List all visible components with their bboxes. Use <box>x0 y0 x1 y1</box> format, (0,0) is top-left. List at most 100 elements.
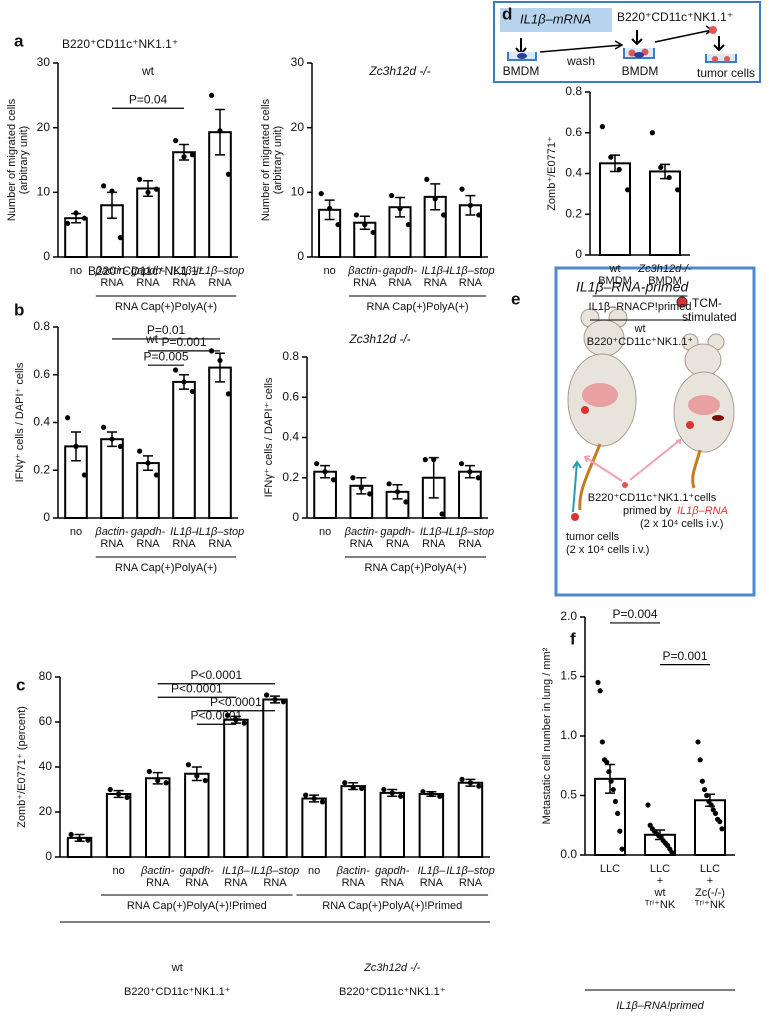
cell <box>709 26 717 34</box>
data-point <box>350 784 356 790</box>
panel-label: c <box>16 675 25 694</box>
data-point <box>73 210 79 216</box>
y-tick-label: 0.2 <box>565 206 582 220</box>
data-point <box>697 757 703 763</box>
x-tick-label: gapdh- <box>375 865 410 877</box>
data-point <box>606 769 612 775</box>
x-tick-label: gapdh- <box>131 526 166 538</box>
data-point <box>422 457 428 463</box>
x-tick-label: gapdh- <box>180 865 215 877</box>
data-point <box>116 791 122 797</box>
x-tick-label: RNA <box>263 877 287 889</box>
cell <box>628 49 636 57</box>
y-axis-label: IFNγ⁺ cells / DAPI⁺ cells <box>263 377 275 497</box>
data-point <box>109 436 115 442</box>
x-tick-label: RNA <box>208 538 232 550</box>
panel-label: f <box>570 629 576 648</box>
y-tick-label: 0.4 <box>33 415 50 429</box>
cell <box>517 53 527 59</box>
tcm-label: stimulated <box>682 310 737 324</box>
x-tick-label: RNA <box>424 277 448 289</box>
data-point <box>353 212 359 218</box>
mouse <box>567 308 637 447</box>
data-point <box>202 777 208 784</box>
data-point <box>173 367 179 373</box>
chart-subtitle: wt <box>141 64 155 78</box>
data-point <box>327 205 333 212</box>
y-tick-label: 0.0 <box>560 847 577 861</box>
data-point <box>137 448 143 454</box>
lung <box>582 383 618 407</box>
x-tick-label: RNA <box>459 277 483 289</box>
x-tick-label: RNA <box>208 277 232 289</box>
data-point <box>189 388 195 395</box>
x-tick-label: RNA <box>224 877 248 889</box>
data-point <box>101 424 107 430</box>
data-point <box>645 802 651 808</box>
data-point <box>458 461 465 467</box>
data-point <box>362 222 368 228</box>
data-point <box>153 472 159 478</box>
x-tick-label: RNA <box>388 277 412 289</box>
x-tick-label: RNA <box>420 877 444 889</box>
x-tick-label: RNA <box>458 538 482 550</box>
cells-label: B220⁺CD11c⁺NK1.1⁺cells <box>588 492 717 504</box>
x-tick-label: RNA <box>146 877 170 889</box>
y-tick-label: 2.0 <box>560 609 577 623</box>
chart-subtitle: Zc3h12d -/- <box>368 64 430 78</box>
bar <box>145 777 171 858</box>
y-tick-label: 20 <box>39 804 53 818</box>
bracket-label: P<0.0001 <box>191 708 243 722</box>
data-point <box>145 460 151 466</box>
x-tick-label: no <box>70 265 82 277</box>
data-point <box>389 192 395 199</box>
x-tick-label: RNA <box>100 277 124 289</box>
data-point <box>467 780 474 786</box>
data-point <box>163 780 169 786</box>
x-tick-label: wt <box>654 887 666 899</box>
legend-dot <box>676 296 688 308</box>
y-tick-label: 0 <box>43 249 50 263</box>
bar <box>379 791 405 858</box>
footer-label: wt <box>171 962 183 974</box>
data-point <box>85 837 91 843</box>
x-tick-label: gapdh- <box>380 526 415 538</box>
diagram-e: e IL1β–RNA-primed TCM- stimulated B220⁺C… <box>511 266 756 597</box>
x-tick-label: BMDM <box>598 275 632 287</box>
x-tick-label: βactin- <box>94 526 129 538</box>
bar <box>340 785 366 858</box>
data-point <box>124 794 130 800</box>
data-point <box>704 792 710 799</box>
data-point <box>405 222 411 228</box>
x-tick-label: RNA <box>136 277 160 289</box>
bracket-label: P<0.0001 <box>210 695 262 709</box>
data-point <box>420 789 426 795</box>
data-point <box>194 773 200 779</box>
diagram-title: IL1β–RNA-primed <box>576 279 689 295</box>
data-point <box>68 831 74 838</box>
group-label: RNA Cap(+)PolyA(+)!Primed <box>127 900 267 912</box>
tail <box>691 449 702 489</box>
cell <box>571 513 579 521</box>
data-point <box>117 235 123 241</box>
cell <box>712 56 718 62</box>
x-tick-label: no <box>308 865 320 877</box>
x-tick-label: RNA <box>136 538 160 550</box>
bracket-label: P=0.005 <box>143 349 188 363</box>
data-point <box>699 778 705 784</box>
data-point <box>476 212 482 218</box>
data-point <box>358 785 365 791</box>
data-point <box>394 489 401 495</box>
x-tick-label: βactin- <box>344 526 379 538</box>
data-point <box>459 186 465 192</box>
data-point <box>599 124 606 130</box>
data-point <box>117 443 123 449</box>
bar <box>172 151 196 259</box>
x-tick-label: wt <box>609 263 621 275</box>
y-tick-label: 10 <box>37 185 51 199</box>
tumor-label: tumor cells <box>697 66 755 80</box>
x-tick-label: RNA <box>353 277 377 289</box>
tail <box>578 443 602 511</box>
chart-subtitle: wt <box>145 332 159 346</box>
cell <box>724 56 730 62</box>
